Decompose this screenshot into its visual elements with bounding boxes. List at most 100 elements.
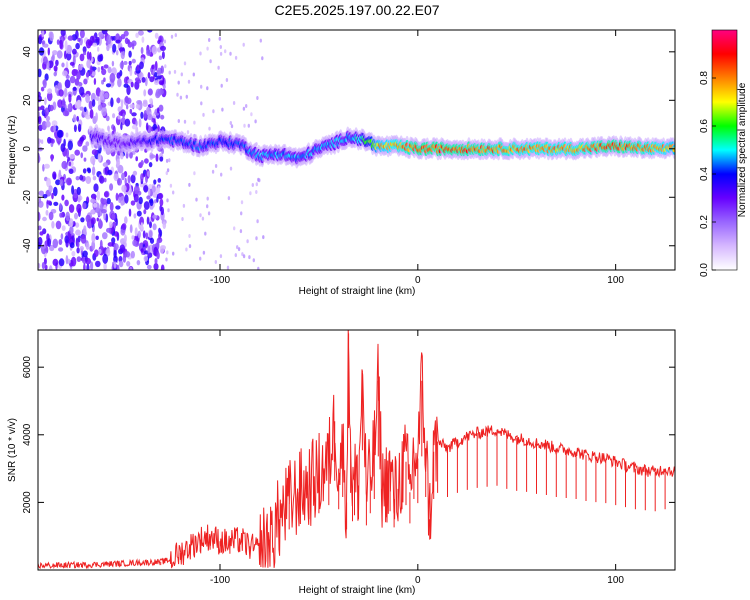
noise-blob [123, 83, 129, 88]
noise-blob [38, 211, 41, 222]
noise-blob [115, 218, 118, 226]
snr-x-axis-label: Height of straight line (km) [299, 585, 416, 596]
noise-blob [233, 226, 236, 231]
noise-blob [38, 262, 41, 269]
colorbar-label: Normalized spectral amplitude [737, 82, 748, 217]
noise-blob [234, 253, 237, 258]
noise-blob [97, 54, 103, 62]
noise-blob [83, 157, 87, 162]
noise-blob [188, 244, 192, 249]
noise-blob [77, 37, 81, 42]
noise-blob [49, 31, 54, 42]
noise-blob [239, 229, 243, 234]
noise-blob [151, 64, 155, 70]
noise-blob [62, 70, 68, 77]
noise-blob [74, 149, 80, 156]
noise-blob [86, 59, 91, 69]
noise-blob [91, 99, 96, 107]
noise-blob [46, 200, 52, 205]
snr-frame [37, 329, 676, 571]
noise-blob [117, 178, 122, 186]
noise-blob [130, 200, 136, 206]
noise-blob [38, 36, 42, 45]
noise-blob [131, 43, 135, 50]
spectrogram-x-ticks: -100 0 100 [210, 30, 624, 286]
noise-blob [70, 242, 75, 249]
noise-blob [76, 186, 82, 196]
noise-blob [259, 38, 262, 43]
y-tick-label: 20 [22, 94, 33, 106]
colorbar: 0.0 0.2 0.4 0.6 0.8 Normalized spectral ampl… [699, 29, 748, 277]
noise-blob [149, 98, 153, 104]
snr-y-ticks: 2000 4000 6000 [22, 356, 675, 514]
noise-blob [149, 198, 154, 207]
noise-blob [130, 81, 134, 88]
noise-blob [77, 139, 83, 147]
noise-blob [157, 88, 164, 95]
noise-blob [202, 250, 206, 255]
noise-blob [76, 85, 80, 92]
noise-blob [82, 168, 87, 174]
noise-blob [218, 36, 221, 41]
noise-blob [55, 59, 59, 67]
noise-blob [41, 30, 45, 38]
noise-blob [64, 87, 68, 98]
noise-blob [83, 263, 86, 270]
noise-blob [207, 211, 211, 216]
noise-blob [38, 142, 41, 148]
noise-blob [118, 47, 125, 52]
noise-blob [75, 30, 79, 40]
noise-blob [202, 112, 205, 117]
noise-blob [69, 154, 76, 159]
noise-blob [90, 155, 96, 165]
noise-blob [255, 236, 258, 241]
noise-blob [90, 209, 95, 215]
noise-blob [42, 216, 47, 222]
noise-blob [217, 65, 220, 70]
noise-blob [258, 178, 261, 183]
noise-blob [148, 187, 151, 198]
noise-blob [43, 56, 48, 65]
noise-blob [248, 255, 251, 260]
noise-blob [118, 260, 124, 268]
noise-blob [149, 154, 156, 159]
noise-blob [124, 216, 128, 224]
noise-blob [187, 79, 191, 84]
noise-blob [132, 239, 137, 247]
noise-blob [83, 78, 88, 85]
noise-blob [67, 35, 74, 41]
noise-blob [129, 266, 133, 270]
noise-blob [89, 109, 94, 119]
noise-blob [112, 113, 116, 119]
y-tick-label: 2000 [22, 491, 33, 514]
noise-blob [152, 214, 158, 219]
noise-blob [219, 254, 223, 259]
noise-blob [208, 126, 211, 131]
noise-blob [129, 108, 133, 114]
noise-blob [111, 237, 116, 244]
noise-blob [193, 120, 196, 125]
snr-series-line [38, 330, 675, 570]
noise-blob [249, 191, 252, 196]
noise-blob [68, 168, 74, 174]
noise-blob [121, 223, 127, 231]
noise-blob [49, 244, 55, 252]
spectrogram-panel: -100 0 100 -40 -20 0 20 40 Height of straight … [7, 29, 676, 297]
noise-blob [106, 34, 112, 45]
noise-blob [147, 72, 151, 79]
noise-blob [131, 235, 135, 240]
noise-blob [144, 76, 148, 87]
snr-x-ticks: -100 0 100 [210, 330, 624, 586]
noise-blob [147, 30, 153, 33]
figure-title: C2E5.2025.197.00.22.E07 [274, 2, 439, 18]
noise-blob [153, 179, 157, 185]
noise-blob [162, 84, 166, 90]
noise-blob [101, 209, 107, 214]
noise-blob [56, 50, 63, 59]
noise-blob [159, 156, 164, 162]
noise-blob [40, 86, 45, 92]
noise-blob [162, 221, 167, 229]
noise-blob [79, 136, 85, 142]
noise-blob [59, 39, 63, 50]
